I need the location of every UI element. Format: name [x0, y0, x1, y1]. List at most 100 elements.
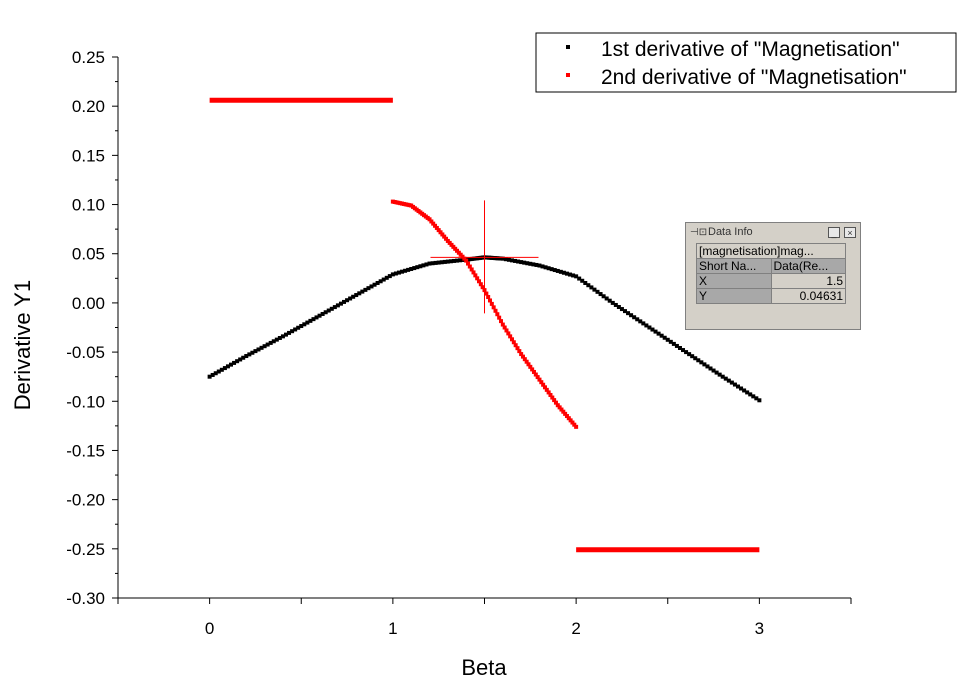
point-series-1: [250, 350, 255, 355]
y-tick-label: -0.20: [66, 491, 105, 510]
point-series-2: [504, 328, 509, 333]
point-series-1: [677, 345, 682, 350]
data-info-table: [magnetisation]mag... Short Na... Data(R…: [696, 243, 846, 304]
point-series-1: [222, 366, 227, 371]
point-series-1: [574, 274, 579, 279]
point-series-1: [366, 286, 371, 291]
point-series-1: [595, 289, 600, 294]
y-tick-label: -0.05: [66, 343, 105, 362]
y-tick-label: 0.10: [72, 196, 105, 215]
point-series-2: [552, 398, 557, 403]
x-tick-label: 2: [571, 619, 580, 638]
point-series-1: [305, 320, 310, 325]
point-series-1: [326, 308, 331, 313]
y-tick-label: 0.20: [72, 97, 105, 116]
point-series-2: [464, 258, 469, 263]
point-series-1: [351, 294, 356, 299]
point-series-1: [751, 394, 756, 399]
point-series-1: [357, 291, 362, 296]
point-series-1: [445, 259, 450, 264]
point-series-2: [436, 228, 441, 233]
data-info-title: Data Info: [708, 226, 753, 238]
point-series-2: [524, 359, 529, 364]
point-series-2: [469, 267, 474, 272]
point-series-2: [471, 270, 476, 275]
point-series-1: [424, 262, 429, 267]
point-series-1: [229, 362, 234, 367]
data-info-window[interactable]: ⊣⊡ Data Info _ × [magnetisation]mag... S…: [685, 222, 861, 330]
point-series-1: [363, 287, 368, 292]
point-series-1: [430, 261, 435, 266]
point-series-1: [522, 260, 527, 265]
point-series-1: [647, 325, 652, 330]
point-series-1: [274, 337, 279, 342]
point-series-1: [415, 265, 420, 270]
point-series-1: [690, 354, 695, 359]
point-series-1: [378, 279, 383, 284]
point-series-2: [478, 282, 483, 287]
point-series-1: [745, 390, 750, 395]
row-value-x: 1.5: [770, 273, 846, 289]
table-row: Y 0.04631: [696, 288, 846, 304]
close-button[interactable]: ×: [844, 226, 856, 238]
point-series-1: [729, 380, 734, 385]
point-series-2: [544, 387, 549, 392]
y-tick-label: 0.00: [72, 294, 105, 313]
point-series-2: [570, 420, 575, 425]
y-tick-label: 0.05: [72, 245, 105, 264]
point-series-1: [564, 271, 569, 276]
point-series-1: [338, 301, 343, 306]
point-series-2: [480, 285, 485, 290]
point-series-1: [506, 257, 511, 262]
pin-icon[interactable]: ⊣⊡: [690, 226, 708, 238]
point-series-1: [659, 333, 664, 338]
point-series-1: [720, 374, 725, 379]
point-series-1: [705, 364, 710, 369]
point-series-2: [431, 221, 436, 226]
point-series-1: [277, 335, 282, 340]
header-data: Data(Re...: [770, 258, 846, 274]
legend-label-series-2: 2nd derivative of "Magnetisation": [601, 66, 907, 89]
point-series-2: [533, 372, 538, 377]
header-short-name: Short Na...: [696, 258, 772, 274]
point-series-1: [549, 267, 554, 272]
point-series-1: [317, 313, 322, 318]
minimize-button[interactable]: _: [828, 226, 840, 238]
point-series-1: [296, 325, 301, 330]
point-series-2: [526, 362, 531, 367]
data-cursor[interactable]: [430, 200, 539, 314]
point-series-2: [509, 337, 514, 342]
point-series-2: [486, 295, 491, 300]
point-series-1: [519, 260, 524, 265]
point-series-1: [412, 266, 417, 271]
point-series-2: [427, 217, 432, 222]
data-info-titlebar[interactable]: ⊣⊡ Data Info _ ×: [686, 223, 860, 241]
point-series-1: [622, 309, 627, 314]
point-series-1: [601, 294, 606, 299]
point-series-1: [638, 319, 643, 324]
point-series-2: [491, 305, 496, 310]
y-tick-label: -0.15: [66, 441, 105, 460]
point-series-1: [543, 265, 548, 270]
point-series-1: [381, 277, 386, 282]
point-series-1: [390, 272, 395, 277]
point-series-1: [662, 335, 667, 340]
point-series-1: [629, 313, 634, 318]
point-series-1: [668, 339, 673, 344]
point-series-1: [509, 258, 514, 263]
point-series-1: [345, 298, 350, 303]
point-series-1: [320, 311, 325, 316]
point-series-1: [396, 270, 401, 275]
point-series-1: [656, 331, 661, 336]
point-series-1: [235, 359, 240, 364]
point-series-1: [299, 324, 304, 329]
point-series-1: [723, 376, 728, 381]
point-series-2: [530, 367, 535, 372]
point-series-1: [342, 299, 347, 304]
point-series-1: [525, 261, 530, 266]
legend-box: [535, 32, 957, 93]
point-series-2: [444, 236, 449, 241]
point-series-1: [561, 270, 566, 275]
point-series-2: [520, 354, 525, 359]
